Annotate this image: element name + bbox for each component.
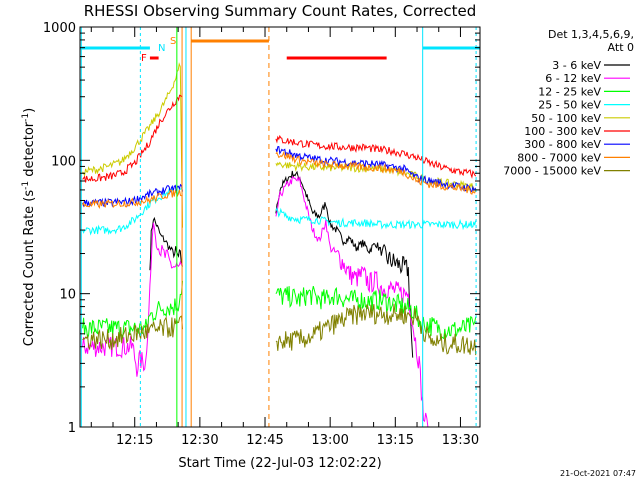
series-line-100-300-kev — [82, 94, 477, 183]
legend-label-25-50-kev: 25 - 50 keV — [538, 99, 601, 112]
y-axis-label-sup1: -1 — [21, 181, 31, 190]
legend-label-3-6-kev: 3 - 6 keV — [552, 59, 601, 72]
x-tick-label: 12:30 — [181, 433, 218, 448]
y-tick-label: 10 — [59, 288, 76, 303]
y-axis-label-main: Corrected Count Rate (s — [22, 190, 37, 347]
series-line-300-800-kev — [82, 146, 477, 208]
flag-label-n: N — [158, 43, 165, 54]
traces-layer — [82, 62, 477, 428]
y-axis: 1 10 100 1000 — [43, 21, 480, 436]
chart-title: RHESSI Observing Summary Count Rates, Co… — [84, 2, 477, 20]
legend-label-12-25-kev: 12 - 25 keV — [538, 85, 601, 98]
series-line-6-12-kev — [82, 175, 429, 428]
x-axis-label: Start Time (22-Jul-03 12:02:22) — [178, 456, 381, 471]
footer-timestamp: 21-Oct-2021 07:47 — [560, 469, 636, 478]
series-line-25-50-kev — [82, 187, 477, 236]
y-axis-label-mid: detector — [22, 121, 37, 181]
x-tick-label: 13:30 — [442, 433, 479, 448]
series-line-7000-15000-kev — [82, 303, 477, 356]
x-axis: 12:15 12:30 12:45 13:00 13:15 13:30 — [90, 27, 479, 448]
flag-label-s: S — [170, 36, 176, 47]
y-tick-label: 1 — [68, 421, 76, 436]
flag-label-f: F — [141, 53, 147, 64]
x-tick-label: 12:15 — [116, 433, 153, 448]
legend-label-800-7000-kev: 800 - 7000 keV — [517, 151, 601, 164]
y-axis-label: Corrected Count Rate (s-1 detector-1) — [21, 108, 37, 346]
series-line-3-6-kev — [149, 170, 414, 358]
x-tick-label: 13:15 — [377, 433, 414, 448]
x-tick-label: 12:45 — [246, 433, 283, 448]
legend-label-50-100-kev: 50 - 100 keV — [531, 112, 601, 125]
x-tick-label: 13:00 — [311, 433, 348, 448]
legend-label-6-12-kev: 6 - 12 keV — [545, 72, 601, 85]
legend-header-line1: Det 1,3,4,5,6,9, — [548, 28, 634, 41]
y-tick-label: 100 — [51, 154, 76, 169]
legend-label-100-300-kev: 100 - 300 keV — [524, 125, 601, 138]
legend-header-line2: Att 0 — [608, 41, 634, 54]
y-axis-label-end: ) — [22, 108, 37, 113]
vertical-markers — [80, 27, 477, 427]
legend-label-300-800-kev: 300 - 800 keV — [524, 138, 601, 151]
flag-bars — [80, 39, 480, 60]
plot-frame — [79, 26, 481, 428]
flag-labels: FNS — [141, 36, 176, 64]
legend-label-7000-15000-kev: 7000 - 15000 keV — [503, 165, 601, 178]
series-line-800-7000-kev — [82, 150, 477, 209]
y-tick-label: 1000 — [43, 21, 76, 36]
y-axis-label-sup2: -1 — [21, 113, 31, 122]
